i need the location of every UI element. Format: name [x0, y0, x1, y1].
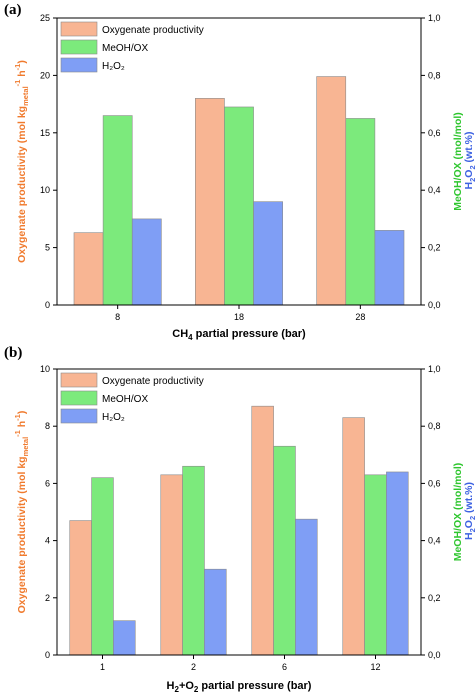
- legend-swatch-h2o2: [60, 408, 98, 424]
- y-right-tick-label: 0,4: [428, 536, 441, 546]
- y-right-tick-label: 0,8: [428, 70, 441, 80]
- bar-meoh-12: [364, 474, 387, 656]
- x-axis-label: CH4 partial pressure (bar): [172, 328, 306, 342]
- bar-h2o2-6: [295, 518, 318, 656]
- legend-label-h2o2: H₂O₂: [102, 412, 125, 423]
- legend-swatch-meoh: [60, 39, 98, 55]
- y-left-tick-label: 2: [45, 593, 50, 603]
- legend-label-meoh: MeOH/OX: [102, 43, 148, 54]
- legend-swatch-oxygenate: [60, 21, 98, 37]
- x-axis-label: H2+O2 partial pressure (bar): [167, 680, 312, 694]
- y-right-tick-label: 0,8: [428, 421, 441, 431]
- y-left-tick-label: 20: [40, 70, 50, 80]
- y-right-tick-label: 0,2: [428, 593, 441, 603]
- legend-label-h2o2: H₂O₂: [102, 61, 125, 72]
- legend-label-oxygenate: Oxygenate productivity: [102, 25, 204, 36]
- y-right-axis-label-h2o2: H2O2 (wt.%): [463, 132, 475, 190]
- bar-oxygenate-1: [69, 520, 92, 656]
- legend-swatch-oxygenate: [60, 372, 98, 388]
- y-left-tick-label: 10: [40, 185, 50, 195]
- y-right-tick-label: 0,6: [428, 478, 441, 488]
- y-left-tick-label: 8: [45, 421, 50, 431]
- bar-meoh-8: [102, 115, 133, 306]
- x-tick-label: 28: [355, 312, 365, 322]
- x-tick-label: 6: [282, 662, 287, 672]
- bar-h2o2-2: [204, 568, 227, 656]
- y-left-tick-label: 0: [45, 300, 50, 310]
- x-tick-label: 18: [234, 312, 244, 322]
- y-right-tick-label: 0,0: [428, 650, 441, 660]
- bar-h2o2-8: [131, 218, 162, 306]
- plot-frame: [56, 368, 422, 656]
- legend-label-meoh: MeOH/OX: [102, 394, 148, 405]
- panel-label: (a): [4, 2, 22, 18]
- y-right-tick-label: 0,4: [428, 185, 441, 195]
- x-tick-label: 2: [191, 662, 196, 672]
- legend-label-oxygenate: Oxygenate productivity: [102, 376, 204, 387]
- y-right-tick-label: 0,6: [428, 128, 441, 138]
- bar-h2o2-12: [386, 471, 409, 656]
- y-right-tick-label: 1,0: [428, 13, 441, 23]
- bar-meoh-1: [91, 477, 114, 656]
- y-left-tick-label: 4: [45, 536, 50, 546]
- y-left-tick-label: 5: [45, 243, 50, 253]
- chart-panel-a: (a) 8 18 28 0 5 10 15 20 25 0,0 0,2 0,4 0,6 0,8 1,0 CH4 …: [4, 2, 475, 342]
- y-left-tick-label: 0: [45, 650, 50, 660]
- bar-h2o2-1: [113, 620, 136, 656]
- y-left-tick-label: 10: [40, 364, 50, 374]
- y-left-axis-label: Oxygenate productivity (mol kgmetal-1 h-…: [13, 411, 30, 614]
- y-right-axis-label-h2o2: H2O2 (wt.%): [463, 482, 475, 540]
- bar-oxygenate-18: [195, 98, 225, 306]
- bar-h2o2-28: [374, 230, 405, 306]
- y-left-tick-label: 25: [40, 13, 50, 23]
- bar-meoh-28: [345, 118, 376, 306]
- y-right-tick-label: 1,0: [428, 364, 441, 374]
- bar-oxygenate-8: [73, 232, 104, 306]
- y-left-tick-label: 6: [45, 478, 50, 488]
- x-tick-label: 8: [115, 312, 120, 322]
- y-right-axis-label-meoh: MeOH/OX (mol/mol): [452, 463, 464, 562]
- bar-oxygenate-28: [316, 76, 347, 306]
- y-left-axis-label: Oxygenate productivity (mol kgmetal-1 h-…: [13, 60, 30, 263]
- plot-frame: [56, 17, 422, 306]
- bar-oxygenate-2: [160, 474, 183, 656]
- legend-swatch-meoh: [60, 390, 98, 406]
- bar-meoh-6: [273, 445, 296, 656]
- bar-h2o2-18: [253, 201, 283, 306]
- bar-oxygenate-12: [342, 417, 365, 656]
- y-right-tick-label: 0,2: [428, 243, 441, 253]
- y-right-axis-label-meoh: MeOH/OX (mol/mol): [452, 112, 464, 211]
- bar-meoh-18: [224, 106, 254, 306]
- y-left-tick-label: 15: [40, 128, 50, 138]
- x-tick-label: 1: [100, 662, 105, 672]
- y-right-tick-label: 0,0: [428, 300, 441, 310]
- panel-label: (b): [4, 345, 22, 361]
- bar-oxygenate-6: [251, 405, 274, 656]
- legend-swatch-h2o2: [60, 57, 98, 73]
- x-tick-label: 12: [370, 662, 380, 672]
- bar-meoh-2: [182, 465, 205, 656]
